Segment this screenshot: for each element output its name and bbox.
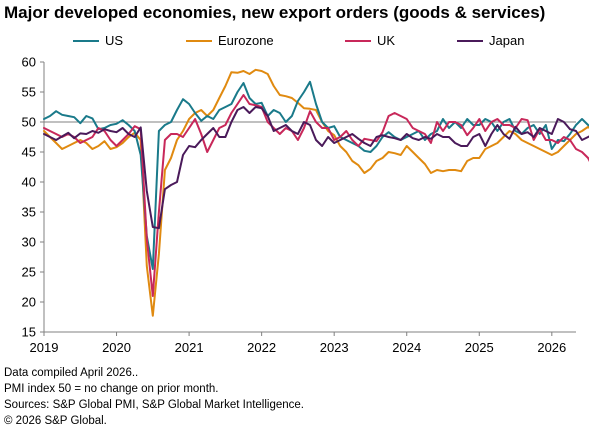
y-tick-label: 20 (22, 295, 36, 310)
legend-swatch-us (73, 39, 99, 42)
legend-item-us: US (73, 33, 123, 48)
y-tick-label: 40 (22, 175, 36, 190)
x-tick-label: 2023 (320, 340, 349, 355)
y-tick-label: 60 (22, 55, 36, 70)
legend-label-japan: Japan (489, 33, 525, 48)
x-tick-label: 2020 (102, 340, 131, 355)
legend-label-eurozone: Eurozone (218, 33, 274, 48)
legend-label-uk: UK (377, 33, 396, 48)
y-tick-label: 25 (22, 265, 36, 280)
chart-notes: Data compiled April 2026.. PMI index 50 … (4, 365, 304, 429)
series-line-us (43, 80, 589, 270)
legend-label-us: US (105, 33, 124, 48)
note-data-compiled: Data compiled April 2026.. (4, 367, 139, 379)
y-tick-label: 35 (22, 205, 36, 220)
x-tick-label: 2019 (30, 340, 59, 355)
legend-swatch-eurozone (186, 39, 212, 42)
y-tick-label: 15 (22, 325, 36, 340)
y-tick-label: 45 (22, 145, 36, 160)
series-line-uk (43, 94, 589, 297)
series-line-japan (43, 106, 589, 230)
legend-swatch-uk (345, 39, 371, 42)
chart-title: Major developed economies, new export or… (4, 3, 546, 22)
y-tick-label: 30 (22, 235, 36, 250)
legend: US Eurozone UK Japan (0, 33, 589, 49)
y-tick-label: 55 (22, 85, 36, 100)
note-copyright: © 2026 S&P Global. (4, 415, 107, 427)
x-tick-label: 2026 (537, 340, 566, 355)
y-tick-label: 50 (22, 115, 36, 130)
legend-swatch-japan (457, 39, 483, 42)
x-tick-label: 2022 (247, 340, 276, 355)
x-tick-label: 2024 (392, 340, 421, 355)
x-tick-label: 2021 (175, 340, 204, 355)
legend-item-japan: Japan (457, 33, 524, 48)
legend-item-uk: UK (345, 33, 395, 48)
note-pmi-definition: PMI index 50 = no change on prior month. (4, 383, 219, 395)
series-line-eurozone (43, 68, 589, 317)
note-sources: Sources: S&P Global PMI, S&P Global Mark… (4, 399, 304, 411)
legend-item-eurozone: Eurozone (186, 33, 274, 48)
x-tick-label: 2025 (465, 340, 494, 355)
